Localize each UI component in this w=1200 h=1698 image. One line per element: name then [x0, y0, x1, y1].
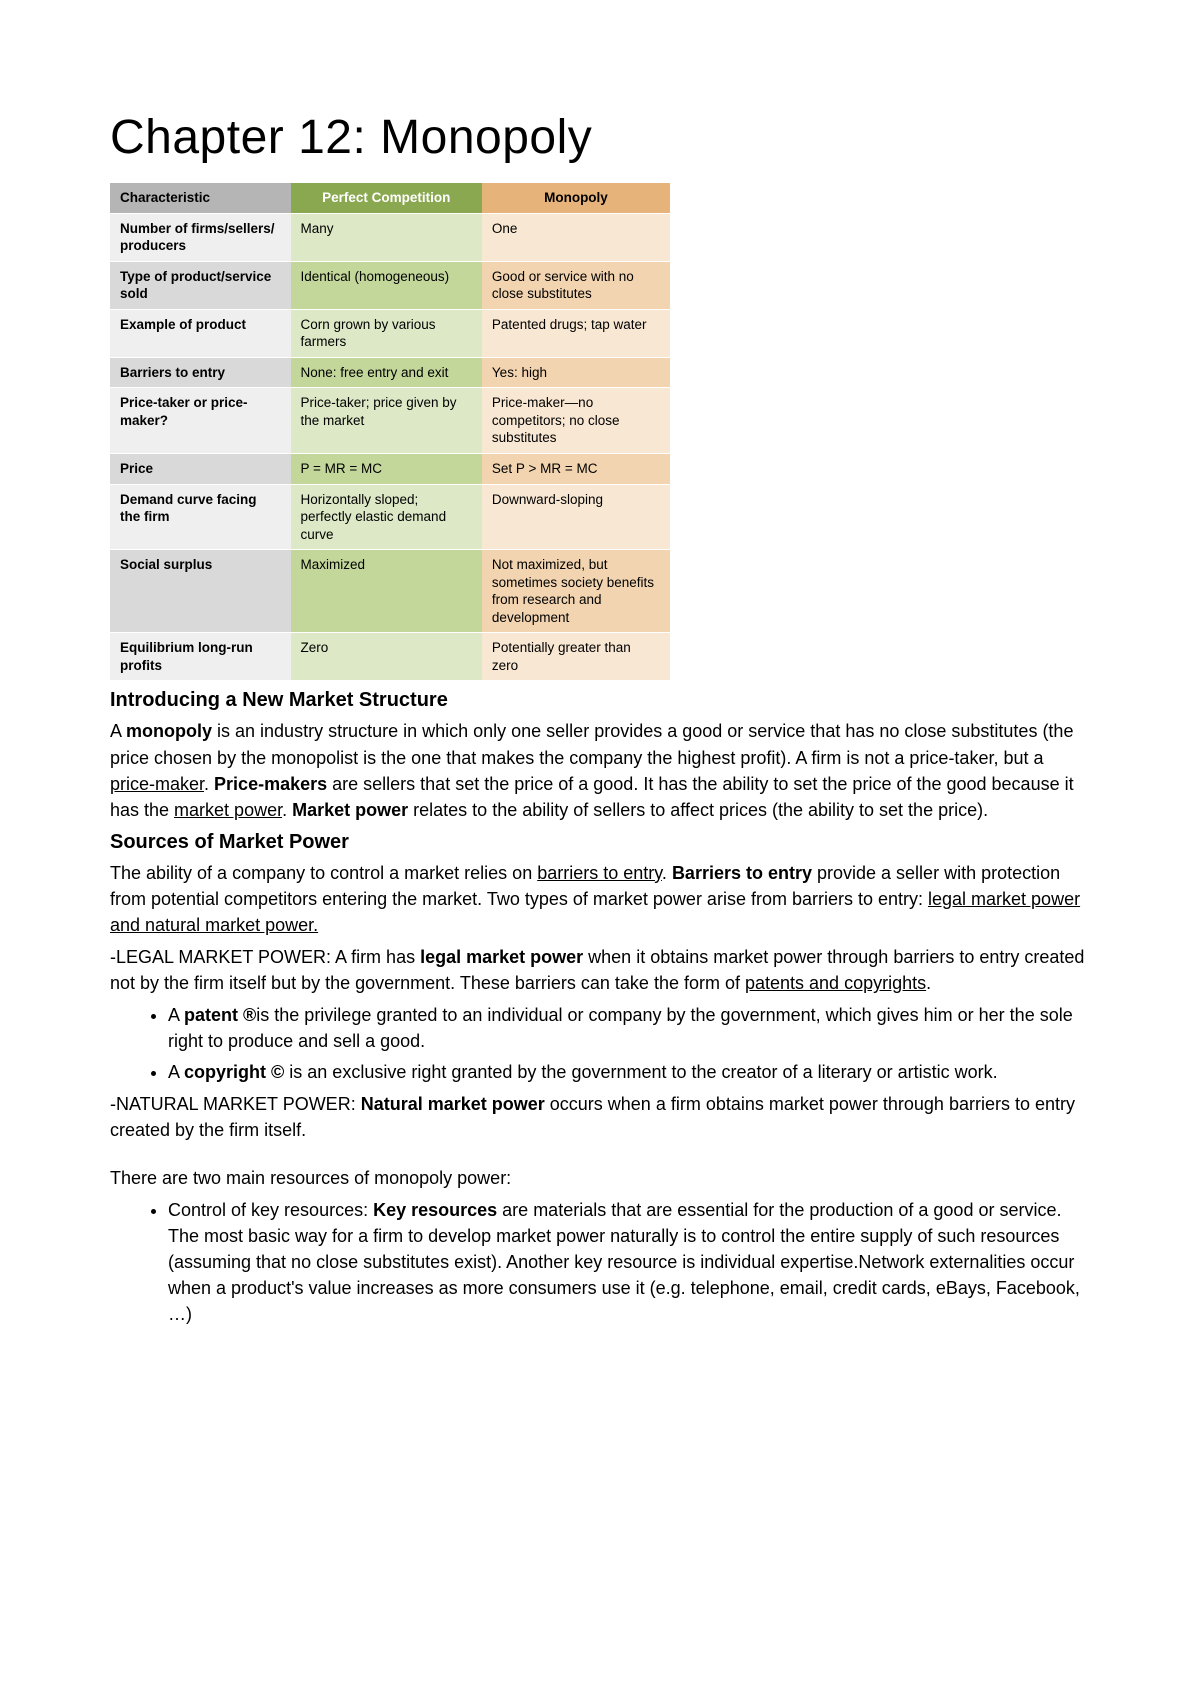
paragraph-sources: The ability of a company to control a ma… — [110, 860, 1090, 938]
text: A — [168, 1005, 184, 1025]
comparison-table: Characteristic Perfect Competition Monop… — [110, 183, 670, 681]
section-heading-sources: Sources of Market Power — [110, 831, 1090, 854]
list-item: A copyright © is an exclusive right gran… — [168, 1059, 1090, 1085]
underline-market-power: market power — [174, 800, 282, 820]
underline-price-maker: price-maker — [110, 774, 204, 794]
table-cell-characteristic: Price-taker or price-maker? — [110, 388, 291, 454]
bold-legal-market-power: legal market power — [420, 947, 583, 967]
underline-barriers: barriers to entry — [537, 863, 662, 883]
table-cell-characteristic: Social surplus — [110, 550, 291, 633]
table-row: Example of productCorn grown by various … — [110, 309, 670, 357]
table-cell-perfect-competition: P = MR = MC — [291, 454, 482, 485]
table-row: Number of firms/sellers/ producersManyOn… — [110, 213, 670, 261]
text: A — [110, 721, 126, 741]
table-cell-perfect-competition: Price-taker; price given by the market — [291, 388, 482, 454]
table-cell-monopoly: Downward-sloping — [482, 484, 670, 550]
paragraph-two-resources: There are two main resources of monopoly… — [110, 1165, 1090, 1191]
paragraph-intro: A monopoly is an industry structure in w… — [110, 718, 1090, 822]
bold-monopoly: monopoly — [126, 721, 212, 741]
text: . — [926, 973, 931, 993]
section-heading-intro: Introducing a New Market Structure — [110, 689, 1090, 712]
text: . — [204, 774, 214, 794]
table-row: Social surplusMaximizedNot maximized, bu… — [110, 550, 670, 633]
table-row: Type of product/service soldIdentical (h… — [110, 261, 670, 309]
table-cell-perfect-competition: Many — [291, 213, 482, 261]
table-cell-monopoly: Good or service with no close substitute… — [482, 261, 670, 309]
table-cell-perfect-competition: Identical (homogeneous) — [291, 261, 482, 309]
table-cell-characteristic: Type of product/service sold — [110, 261, 291, 309]
table-cell-characteristic: Price — [110, 454, 291, 485]
table-header-monopoly: Monopoly — [482, 183, 670, 213]
table-cell-characteristic: Number of firms/sellers/ producers — [110, 213, 291, 261]
table-cell-monopoly: Yes: high — [482, 357, 670, 388]
bold-natural-market-power: Natural market power — [361, 1094, 545, 1114]
text: is an exclusive right granted by the gov… — [284, 1062, 997, 1082]
table-cell-perfect-competition: Zero — [291, 633, 482, 681]
underline-patents-copyrights: patents and copyrights — [745, 973, 926, 993]
text: There are two main resources of monopoly… — [110, 1168, 511, 1188]
text: -LEGAL MARKET POWER: A firm has — [110, 947, 420, 967]
table-cell-characteristic: Example of product — [110, 309, 291, 357]
table-row: PriceP = MR = MCSet P > MR = MC — [110, 454, 670, 485]
table-cell-monopoly: One — [482, 213, 670, 261]
bold-market-power: Market power — [292, 800, 408, 820]
text: relates to the ability of sellers to aff… — [408, 800, 988, 820]
table-row: Equilibrium long-run profitsZeroPotentia… — [110, 633, 670, 681]
paragraph-legal: -LEGAL MARKET POWER: A firm has legal ma… — [110, 944, 1090, 996]
text: is an industry structure in which only o… — [110, 721, 1073, 767]
table-cell-perfect-competition: Horizontally sloped; perfectly elastic d… — [291, 484, 482, 550]
document-page: Chapter 12: Monopoly Characteristic Perf… — [0, 0, 1200, 1698]
bold-barriers: Barriers to entry — [672, 863, 812, 883]
table-cell-characteristic: Barriers to entry — [110, 357, 291, 388]
table-header-perfect-competition: Perfect Competition — [291, 183, 482, 213]
table-cell-perfect-competition: None: free entry and exit — [291, 357, 482, 388]
bold-copyright: copyright © — [184, 1062, 284, 1082]
bold-price-makers: Price-makers — [214, 774, 327, 794]
table-header-characteristic: Characteristic — [110, 183, 291, 213]
list-patent-copyright: A patent ®is the privilege granted to an… — [110, 1002, 1090, 1084]
table-cell-perfect-competition: Corn grown by various farmers — [291, 309, 482, 357]
text: A — [168, 1062, 184, 1082]
list-item: Control of key resources: Key resources … — [168, 1197, 1090, 1327]
table-cell-monopoly: Price-maker—no competitors; no close sub… — [482, 388, 670, 454]
text: . — [282, 800, 292, 820]
table-cell-monopoly: Set P > MR = MC — [482, 454, 670, 485]
list-resources: Control of key resources: Key resources … — [110, 1197, 1090, 1327]
page-title: Chapter 12: Monopoly — [110, 110, 1090, 165]
bold-patent: patent ® — [184, 1005, 256, 1025]
table-cell-monopoly: Patented drugs; tap water — [482, 309, 670, 357]
table-cell-characteristic: Demand curve facing the firm — [110, 484, 291, 550]
table-row: Demand curve facing the firmHorizontally… — [110, 484, 670, 550]
list-item: A patent ®is the privilege granted to an… — [168, 1002, 1090, 1054]
table-cell-monopoly: Potentially greater than zero — [482, 633, 670, 681]
text: . — [662, 863, 672, 883]
paragraph-natural: -NATURAL MARKET POWER: Natural market po… — [110, 1091, 1090, 1143]
bold-key-resources: Key resources — [373, 1200, 497, 1220]
text: -NATURAL MARKET POWER: — [110, 1094, 361, 1114]
table-row: Barriers to entryNone: free entry and ex… — [110, 357, 670, 388]
table-cell-perfect-competition: Maximized — [291, 550, 482, 633]
table-cell-characteristic: Equilibrium long-run profits — [110, 633, 291, 681]
table-row: Price-taker or price-maker?Price-taker; … — [110, 388, 670, 454]
table-cell-monopoly: Not maximized, but sometimes society ben… — [482, 550, 670, 633]
text: The ability of a company to control a ma… — [110, 863, 537, 883]
text: is the privilege granted to an individua… — [168, 1005, 1073, 1051]
text: Control of key resources: — [168, 1200, 373, 1220]
